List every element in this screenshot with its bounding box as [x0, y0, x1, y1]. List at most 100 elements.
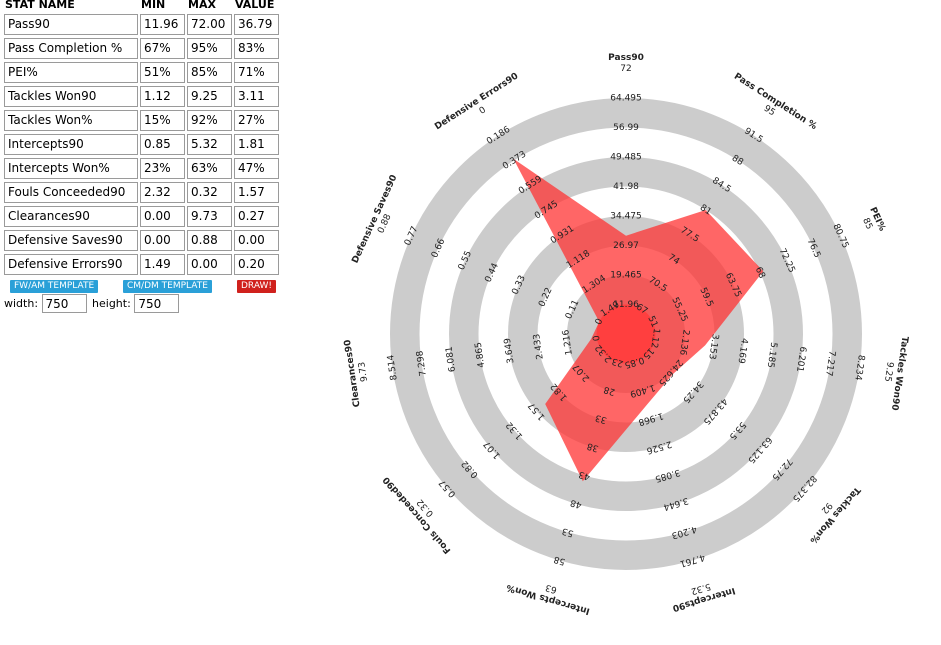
tick-label: 28: [602, 384, 616, 397]
header-stat-name: STAT NAME: [5, 0, 75, 11]
stat-name-field[interactable]: Defensive Saves90: [4, 230, 138, 251]
tick-label: 0: [478, 105, 488, 117]
min-field[interactable]: 15%: [140, 110, 185, 131]
tick-label: 0: [592, 334, 603, 341]
tick-label: 23: [611, 355, 625, 368]
min-field[interactable]: 23%: [140, 158, 185, 179]
tick-label: 48: [569, 497, 583, 510]
table-row: Fouls Conceeded90 2.32 0.32 1.57: [4, 180, 281, 204]
tick-label: 68: [753, 266, 767, 281]
tick-label: 9.25: [882, 361, 895, 382]
axis-label: Pass90: [608, 53, 644, 63]
max-field[interactable]: 95%: [187, 38, 232, 59]
value-field[interactable]: 27%: [234, 110, 279, 131]
header-min: MIN: [141, 0, 166, 11]
min-field[interactable]: 0.85: [140, 134, 185, 155]
tick-label: 1.216: [561, 329, 575, 356]
value-field[interactable]: 0.27: [234, 206, 279, 227]
stat-name-field[interactable]: Intercepts Won%: [4, 158, 138, 179]
tick-label: 85: [860, 217, 874, 232]
value-field[interactable]: 83%: [234, 38, 279, 59]
stat-name-field[interactable]: PEI%: [4, 62, 138, 83]
tick-label: 19.465: [610, 271, 642, 281]
table-row: Clearances90 0.00 9.73 0.27: [4, 204, 281, 228]
stats-panel: STAT NAME MIN MAX VALUE Pass90 11.96 72.00…: [4, 0, 304, 313]
cm-dm-template-button[interactable]: CM/DM TEMPLATE: [123, 280, 212, 293]
stat-name-field[interactable]: Fouls Conceeded90: [4, 182, 138, 203]
max-field[interactable]: 0.32: [187, 182, 232, 203]
header-value: VALUE: [235, 0, 275, 11]
stat-name-field[interactable]: Tackles Won90: [4, 86, 138, 107]
min-field[interactable]: 51%: [140, 62, 185, 83]
tick-label: 2.433: [532, 333, 546, 360]
table-row: Intercepts Won% 23% 63% 47%: [4, 156, 281, 180]
table-row: Pass Completion % 67% 95% 83%: [4, 36, 281, 60]
tick-label: 0: [594, 317, 606, 327]
tick-label: 5.185: [765, 341, 779, 368]
tick-label: 64.495: [610, 94, 642, 104]
min-field[interactable]: 1.12: [140, 86, 185, 107]
value-field[interactable]: 0.20: [234, 254, 279, 275]
min-field[interactable]: 0.00: [140, 206, 185, 227]
tick-label: 72: [620, 64, 631, 74]
min-field[interactable]: 11.96: [140, 14, 185, 35]
tick-label: 4.865: [474, 341, 488, 368]
value-field[interactable]: 1.57: [234, 182, 279, 203]
max-field[interactable]: 0.00: [187, 254, 232, 275]
tick-label: 56.99: [613, 123, 639, 133]
max-field[interactable]: 0.88: [187, 230, 232, 251]
max-field[interactable]: 9.73: [187, 206, 232, 227]
tick-label: 7.298: [415, 350, 429, 377]
grid-ring: [508, 216, 744, 452]
tick-label: 7.217: [823, 350, 837, 377]
stat-name-field[interactable]: Pass90: [4, 14, 138, 35]
stat-name-field[interactable]: Pass Completion %: [4, 38, 138, 59]
width-input[interactable]: [41, 294, 87, 313]
tick-label: 53: [561, 525, 575, 538]
table-row: Tackles Won90 1.12 9.25 3.11: [4, 84, 281, 108]
max-field[interactable]: 85%: [187, 62, 232, 83]
stat-name-field[interactable]: Intercepts90: [4, 134, 138, 155]
value-field[interactable]: 71%: [234, 62, 279, 83]
stat-name-field[interactable]: Clearances90: [4, 206, 138, 227]
value-field[interactable]: 47%: [234, 158, 279, 179]
tick-label: 63: [544, 582, 558, 595]
draw-button[interactable]: DRAW!: [237, 280, 276, 293]
height-label: height:: [92, 297, 131, 310]
tick-label: 34.475: [610, 212, 642, 222]
max-field[interactable]: 5.32: [187, 134, 232, 155]
value-field[interactable]: 0.00: [234, 230, 279, 251]
axis-label: Defensive Errors90: [433, 71, 520, 132]
table-row: Pass90 11.96 72.00 36.79: [4, 12, 281, 36]
max-field[interactable]: 72.00: [187, 14, 232, 35]
stats-table: STAT NAME MIN MAX VALUE Pass90 11.96 72.00…: [4, 0, 281, 276]
template-buttons: FW/AM TEMPLATE CM/DM TEMPLATE DRAW!: [4, 280, 304, 294]
axis-label: Tackles Won%: [808, 485, 862, 545]
min-field[interactable]: 67%: [140, 38, 185, 59]
tick-label: 3.649: [503, 337, 517, 364]
height-input[interactable]: [134, 294, 180, 313]
min-field[interactable]: 1.49: [140, 254, 185, 275]
max-field[interactable]: 92%: [187, 110, 232, 131]
tick-label: 8.514: [386, 354, 400, 381]
fw-am-template-button[interactable]: FW/AM TEMPLATE: [10, 280, 99, 293]
tick-label: 49.485: [610, 153, 642, 163]
stat-name-field[interactable]: Tackles Won%: [4, 110, 138, 131]
value-field[interactable]: 3.11: [234, 86, 279, 107]
tick-label: 9.73: [357, 361, 370, 382]
value-field[interactable]: 36.79: [234, 14, 279, 35]
min-field[interactable]: 2.32: [140, 182, 185, 203]
tick-label: 1.12: [648, 327, 661, 348]
tick-label: 6.201: [794, 346, 808, 373]
max-field[interactable]: 9.25: [187, 86, 232, 107]
tick-label: 41.98: [613, 182, 639, 192]
dimension-controls: width: height:: [4, 294, 181, 313]
stat-name-field[interactable]: Defensive Errors90: [4, 254, 138, 275]
max-field[interactable]: 63%: [187, 158, 232, 179]
value-field[interactable]: 1.81: [234, 134, 279, 155]
table-row: Intercepts90 0.85 5.32 1.81: [4, 132, 281, 156]
tick-label: 51: [645, 315, 659, 330]
table-row: Tackles Won% 15% 92% 27%: [4, 108, 281, 132]
grid-ring: [449, 157, 803, 511]
min-field[interactable]: 0.00: [140, 230, 185, 251]
